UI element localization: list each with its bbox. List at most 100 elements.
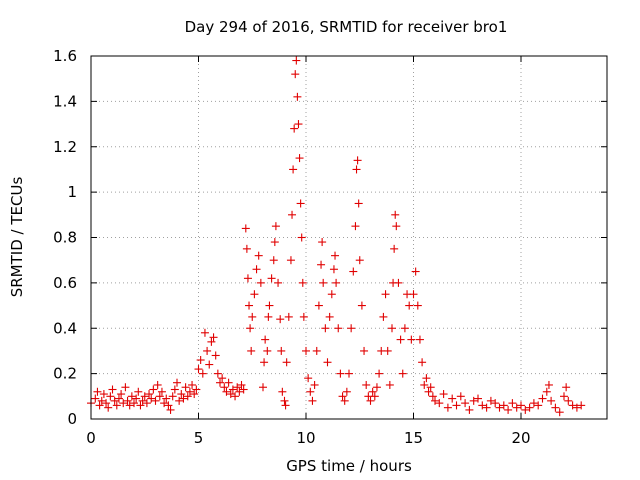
data-point <box>224 378 233 387</box>
data-point <box>241 224 250 233</box>
data-point <box>121 383 130 392</box>
data-point <box>508 399 517 408</box>
data-point <box>286 256 295 265</box>
data-point <box>93 387 102 396</box>
data-point <box>99 390 108 399</box>
data-point <box>296 199 305 208</box>
y-tick-label: 0.2 <box>53 365 77 383</box>
data-point <box>263 346 272 355</box>
data-point <box>132 394 141 403</box>
y-tick-label: 0 <box>67 410 77 428</box>
data-point <box>474 394 482 403</box>
data-point <box>153 380 162 389</box>
data-point <box>170 385 179 394</box>
y-tick-label: 1 <box>67 183 77 201</box>
data-point <box>293 92 302 101</box>
data-point <box>289 165 298 174</box>
data-point <box>95 401 104 410</box>
data-point <box>420 380 429 389</box>
data-point <box>269 256 278 265</box>
data-point <box>248 312 257 321</box>
data-point <box>211 351 220 360</box>
data-point <box>106 392 115 401</box>
data-point <box>277 346 286 355</box>
data-point <box>185 387 194 396</box>
data-point <box>246 324 255 333</box>
data-point <box>256 278 265 287</box>
data-point <box>97 396 106 405</box>
data-point <box>461 399 470 408</box>
data-point <box>177 390 186 399</box>
data-point <box>288 210 297 219</box>
x-axis-label: GPS time / hours <box>286 457 412 475</box>
data-point <box>290 124 299 133</box>
data-point <box>164 401 173 410</box>
data-point <box>336 369 345 378</box>
data-point <box>331 251 340 260</box>
data-point <box>495 403 504 412</box>
data-point <box>147 394 156 403</box>
x-tick-labels: 0 5 10 15 20 <box>86 429 530 447</box>
data-point <box>136 401 145 410</box>
data-point <box>231 392 240 401</box>
data-point <box>278 387 287 396</box>
data-point <box>304 374 313 383</box>
data-point <box>196 356 205 365</box>
data-point <box>259 383 267 392</box>
data-point <box>260 358 269 367</box>
data-point <box>357 301 366 310</box>
chart-title: Day 294 of 2016, SRMTID for receiver bro… <box>185 18 508 36</box>
data-point <box>568 401 577 410</box>
data-point <box>247 346 256 355</box>
data-point <box>482 403 491 412</box>
data-point <box>332 278 341 287</box>
data-point <box>295 154 304 163</box>
data-point <box>292 56 301 65</box>
data-point <box>314 301 323 310</box>
data-point <box>349 267 358 276</box>
y-axis-label: SRMTID / TECUs <box>8 177 26 298</box>
x-tick-label: 20 <box>511 429 530 447</box>
data-point <box>265 301 274 310</box>
data-point <box>280 396 289 405</box>
data-point <box>130 399 138 408</box>
data-point <box>312 346 321 355</box>
data-point <box>114 394 123 403</box>
data-point <box>499 401 508 410</box>
data-point <box>351 222 360 231</box>
data-point <box>245 301 254 310</box>
data-point <box>329 265 338 274</box>
data-point <box>220 383 229 392</box>
data-point <box>175 396 184 405</box>
data-point <box>250 290 259 299</box>
data-point <box>190 390 199 399</box>
data-point <box>228 385 237 394</box>
data-point <box>188 380 197 389</box>
data-point <box>318 238 327 247</box>
data-point <box>352 165 361 174</box>
data-point <box>360 346 369 355</box>
data-point <box>354 199 363 208</box>
data-point <box>390 244 399 253</box>
data-point <box>345 369 353 378</box>
data-point <box>142 399 151 408</box>
x-tick-label: 10 <box>296 429 315 447</box>
data-point <box>409 290 418 299</box>
y-tick-label: 1.4 <box>53 92 77 110</box>
data-point <box>538 394 547 403</box>
data-point <box>239 385 248 394</box>
data-point <box>108 385 117 394</box>
data-point <box>542 387 551 396</box>
data-point <box>276 315 285 324</box>
data-point <box>424 387 433 396</box>
data-point <box>323 358 332 367</box>
data-point <box>547 396 556 405</box>
data-point <box>572 403 581 412</box>
data-point <box>368 387 377 396</box>
data-point <box>179 394 188 403</box>
data-point <box>119 399 128 408</box>
data-point <box>291 70 300 79</box>
data-point <box>160 399 169 408</box>
axis-ticks <box>90 55 607 420</box>
